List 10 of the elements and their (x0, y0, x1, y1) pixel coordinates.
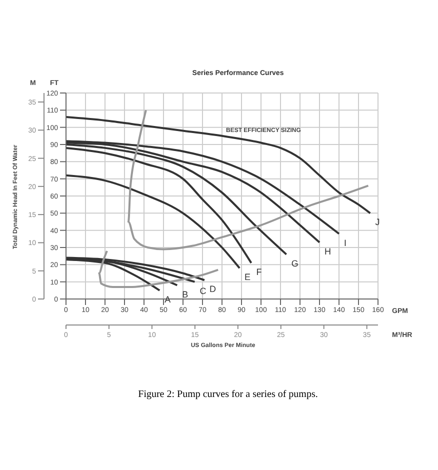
series-label: G (291, 258, 298, 268)
caption: Figure 2: Pump curves for a series of pumps. (137, 389, 319, 400)
series-label: F (256, 266, 262, 277)
series-label: J (375, 217, 380, 228)
series-label: E (244, 272, 251, 282)
series-label: H (324, 246, 331, 256)
series-label: I (344, 238, 347, 248)
series-label: D (209, 284, 216, 294)
series-label: C (200, 286, 207, 296)
series-label: B (182, 289, 188, 300)
